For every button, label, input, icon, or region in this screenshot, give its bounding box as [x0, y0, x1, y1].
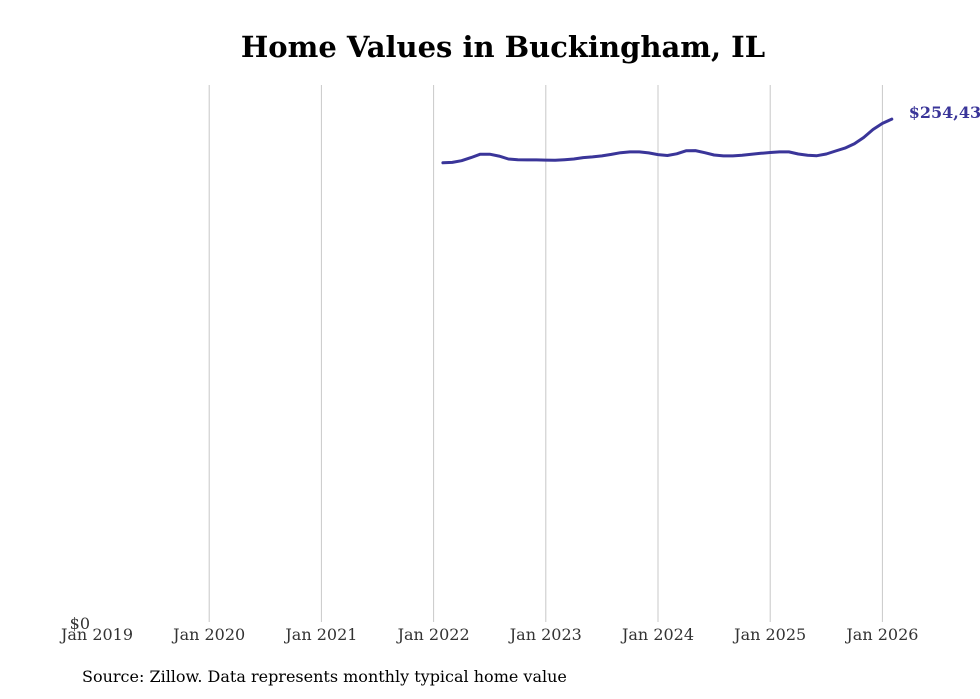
chart-title: Home Values in Buckingham, IL [240, 30, 766, 64]
chart-source: Source: Zillow. Data represents monthly … [82, 667, 567, 686]
y-tick-label: $0 [70, 614, 90, 633]
x-tick-label: Jan 2025 [732, 625, 806, 644]
series-layer: $254,432 [441, 103, 980, 165]
x-tick-label: Jan 2021 [283, 625, 357, 644]
end-value-label: $254,432 [909, 103, 980, 122]
x-tick-label: Jan 2024 [620, 625, 694, 644]
x-tick-label: Jan 2026 [844, 625, 918, 644]
tick-labels: Jan 2019 Jan 2020 Jan 2021 Jan 2022 Jan 2023… [59, 614, 918, 644]
x-tick-label: Jan 2020 [171, 625, 245, 644]
grid-lines [208, 85, 883, 622]
x-tick-label: Jan 2023 [508, 625, 582, 644]
x-tick-label: Jan 2022 [396, 625, 470, 644]
series-line [441, 117, 894, 165]
x-tick-label: Jan 2019 [59, 625, 133, 644]
